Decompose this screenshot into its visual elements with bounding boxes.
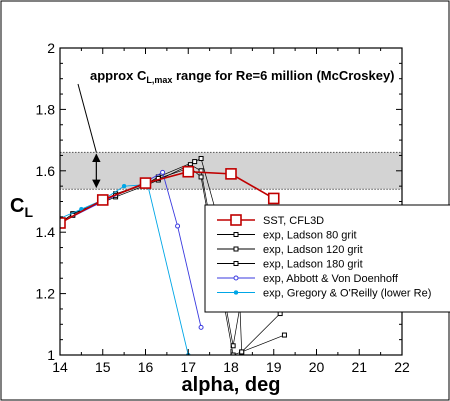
legend-marker	[233, 275, 239, 281]
data-point	[175, 223, 181, 229]
legend-entry: SST, CFL3D	[217, 214, 324, 227]
legend-label: exp, Abbott & Von Doenhoff	[263, 273, 399, 285]
series-line	[60, 171, 202, 328]
y-axis-title: CL	[10, 195, 33, 220]
legend-marker	[233, 246, 239, 252]
x-tick-label: 22	[394, 359, 410, 375]
data-point	[230, 352, 236, 355]
data-point	[182, 165, 195, 178]
data-point	[239, 349, 245, 355]
legend-marker	[233, 290, 239, 295]
clmax-band-annotation: approx CL,max range for Re=6 million (Mc…	[90, 68, 395, 85]
x-tick-label: 15	[95, 359, 111, 375]
data-point	[96, 194, 109, 206]
series-line	[60, 184, 189, 355]
legend-label: exp, Ladson 80 grit	[263, 230, 357, 242]
clmax-range-band	[59, 151, 403, 190]
x-tick-label: 19	[266, 359, 282, 375]
legend-entry: exp, Ladson 120 grit	[217, 244, 363, 256]
legend-marker	[230, 214, 242, 226]
legend-label: exp, Ladson 120 grit	[263, 244, 363, 256]
data-point	[198, 174, 204, 180]
data-point	[139, 177, 152, 189]
data-point	[225, 168, 237, 180]
x-tick-label: 14	[52, 359, 68, 375]
legend: SST, CFL3D exp, Ladson 80 grit exp, Ladson…	[204, 204, 450, 313]
y-tick-label: 1.4	[36, 224, 56, 240]
x-tick-label: 17	[180, 359, 196, 375]
legend-marker	[233, 232, 239, 237]
x-tick-label: 16	[138, 359, 154, 375]
data-point	[267, 192, 280, 205]
legend-label: exp, Ladson 180 grit	[263, 259, 363, 271]
legend-entry: exp, Ladson 80 grit	[217, 230, 357, 242]
legend-label: SST, CFL3D	[263, 215, 324, 227]
x-tick-label: 20	[309, 359, 325, 375]
clmax-band-layer: approx CL,max range for Re=6 million (Mc…	[59, 68, 403, 190]
x-tick-label: 21	[351, 359, 367, 375]
data-point	[192, 159, 198, 165]
annotation-leader-line	[77, 83, 97, 153]
legend-label: exp, Gregory & O'Reilly (lower Re)	[263, 288, 431, 300]
legend-entry: exp, Ladson 180 grit	[217, 259, 363, 271]
data-point	[121, 183, 127, 189]
data-point	[281, 332, 287, 338]
y-tick-label: 2	[47, 40, 55, 56]
y-tick-label: 1	[47, 347, 55, 363]
data-point	[198, 324, 204, 330]
x-axis-title: alpha, deg	[182, 374, 281, 396]
series-line	[60, 170, 275, 224]
data-point	[60, 217, 66, 229]
legend-marker	[233, 261, 239, 266]
legend-box	[204, 204, 450, 313]
legend-entry: exp, Gregory & O'Reilly (lower Re)	[217, 288, 431, 300]
x-tick-label: 18	[223, 359, 239, 375]
legend-entry: exp, Abbott & Von Doenhoff	[217, 273, 399, 285]
series-0	[60, 165, 280, 229]
y-tick-label: 1.8	[36, 101, 56, 117]
y-tick-label: 1.2	[36, 286, 56, 302]
data-point	[160, 169, 166, 175]
axis-ticks: 14 15 16 17 18 19 20 21 22 1 1.2 1.4 1.6 1.8 2	[36, 40, 410, 375]
data-point	[198, 156, 204, 162]
y-tick-label: 1.6	[36, 163, 56, 179]
